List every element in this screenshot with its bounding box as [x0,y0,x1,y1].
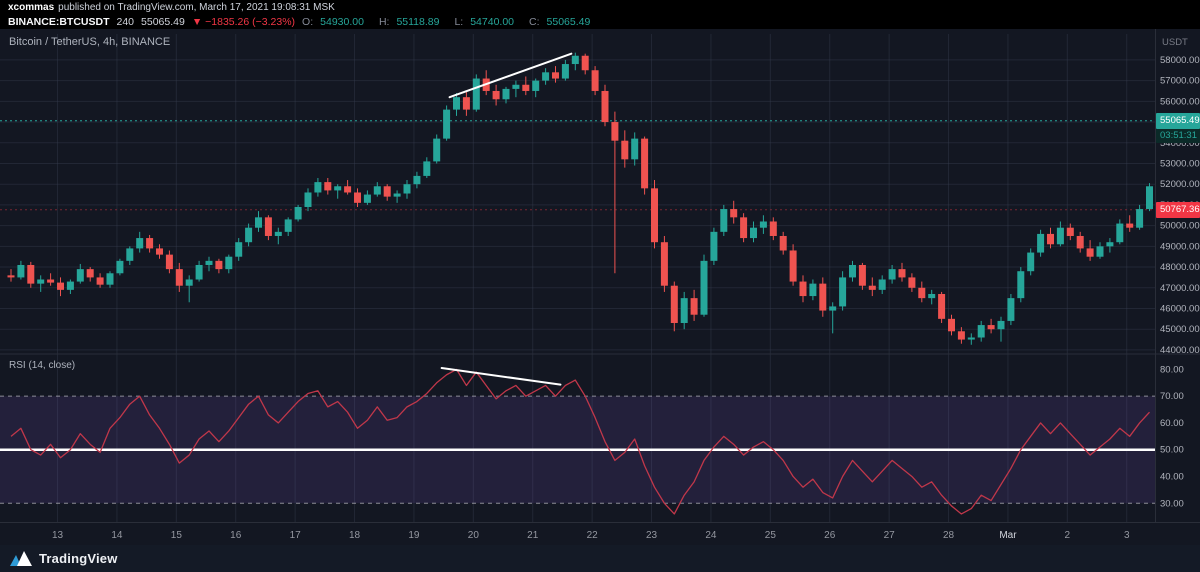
svg-text:49000.00: 49000.00 [1160,241,1200,252]
ticker-bar: BINANCE:BTCUSDT 240 55065.49 ▼ −1835.26 … [0,15,1200,29]
svg-text:Mar: Mar [999,530,1017,541]
tradingview-logo-text[interactable]: TradingView [39,551,118,566]
ticker-change: ▼ −1835.26 (−3.23%) [191,16,296,28]
svg-text:16: 16 [230,530,242,541]
svg-text:13: 13 [52,530,64,541]
svg-text:80.00: 80.00 [1160,364,1184,375]
svg-text:70.00: 70.00 [1160,391,1184,402]
svg-text:45000.00: 45000.00 [1160,324,1200,335]
svg-text:19: 19 [408,530,420,541]
svg-text:47000.00: 47000.00 [1160,283,1200,294]
svg-text:22: 22 [587,530,599,541]
alert-price-label: 50767.36 [1156,202,1200,218]
svg-text:28: 28 [943,530,955,541]
svg-text:54000.00: 54000.00 [1160,138,1200,149]
svg-text:3: 3 [1124,530,1130,541]
svg-text:20: 20 [468,530,480,541]
tradingview-logo-icon[interactable] [10,551,32,566]
svg-text:48000.00: 48000.00 [1160,262,1200,273]
publisher-name[interactable]: xcommas [8,2,55,13]
ohlc-low: L: 54740.00 [454,16,515,28]
svg-text:57000.00: 57000.00 [1160,76,1200,87]
current-price-label: 55065.49 [1156,113,1200,129]
svg-text:46000.00: 46000.00 [1160,303,1200,314]
svg-text:15: 15 [171,530,183,541]
ohlc-close: C: 55065.49 [529,16,591,28]
svg-text:23: 23 [646,530,658,541]
svg-text:60.00: 60.00 [1160,418,1184,429]
svg-text:17: 17 [290,530,302,541]
svg-text:2: 2 [1065,530,1071,541]
svg-text:27: 27 [884,530,896,541]
svg-text:26: 26 [824,530,836,541]
footer-bar: TradingView [0,545,1200,572]
svg-text:24: 24 [705,530,717,541]
svg-text:50000.00: 50000.00 [1160,221,1200,232]
ticker-last-price: 55065.49 [141,16,185,28]
svg-text:50.00: 50.00 [1160,445,1184,456]
svg-text:USDT: USDT [1162,37,1188,48]
ohlc-open: O: 54930.00 [302,16,364,28]
ticker-symbol[interactable]: BINANCE:BTCUSDT [8,16,110,28]
svg-text:58000.00: 58000.00 [1160,55,1200,66]
chart-area[interactable]: 58000.0057000.0056000.0055000.0054000.00… [0,29,1200,545]
publish-bar: xcommas published on TradingView.com, Mar… [0,0,1200,15]
svg-text:30.00: 30.00 [1160,498,1184,509]
svg-text:14: 14 [111,530,123,541]
svg-text:53000.00: 53000.00 [1160,158,1200,169]
svg-text:44000.00: 44000.00 [1160,345,1200,356]
svg-text:52000.00: 52000.00 [1160,179,1200,190]
svg-text:18: 18 [349,530,361,541]
svg-text:25: 25 [765,530,777,541]
ticker-interval: 240 [116,16,135,28]
svg-text:40.00: 40.00 [1160,471,1184,482]
bar-countdown-label: 03:51:31 [1156,129,1200,143]
svg-text:56000.00: 56000.00 [1160,96,1200,107]
ohlc-high: H: 55118.89 [378,16,440,28]
chart-canvas[interactable]: 58000.0057000.0056000.0055000.0054000.00… [0,29,1200,545]
publish-info: published on TradingView.com, March 17, … [58,2,335,13]
svg-text:21: 21 [527,530,539,541]
